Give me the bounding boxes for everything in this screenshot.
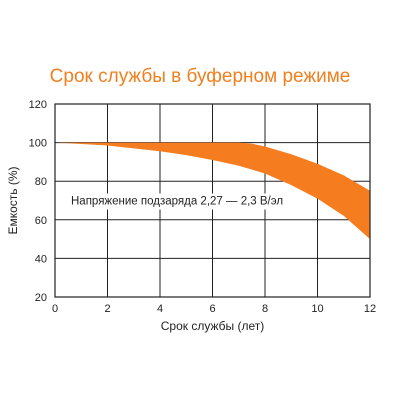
capacity-band (55, 142, 370, 240)
x-tick-label: 12 (364, 303, 376, 315)
x-tick-label: 0 (52, 303, 58, 315)
chart-title: Срок службы в буферном режиме (49, 66, 351, 87)
y-tick-label: 40 (35, 253, 47, 265)
x-tick-label: 4 (157, 303, 163, 315)
plot-frame (54, 103, 371, 298)
x-tick-label: 8 (262, 303, 268, 315)
chart-annotation: Напряжение подзаряда 2,27 — 2,3 В/эл (71, 196, 283, 208)
y-tick-label: 120 (29, 99, 47, 111)
y-tick-label: 60 (35, 215, 47, 227)
y-axis-label: Емкость (%) (6, 166, 20, 234)
y-tick-label: 100 (29, 138, 47, 150)
x-axis-label: Срок службы (лет) (161, 319, 265, 333)
x-tick-labels: 0 2 4 6 8 10 12 (52, 303, 376, 315)
y-tick-labels: 20 40 60 80 100 120 (29, 99, 47, 304)
x-tick-label: 2 (104, 303, 110, 315)
y-tick-label: 20 (35, 292, 47, 304)
x-tick-label: 10 (311, 303, 323, 315)
x-tick-label: 6 (209, 303, 215, 315)
y-tick-label: 80 (35, 176, 47, 188)
annotation-background (68, 193, 287, 210)
